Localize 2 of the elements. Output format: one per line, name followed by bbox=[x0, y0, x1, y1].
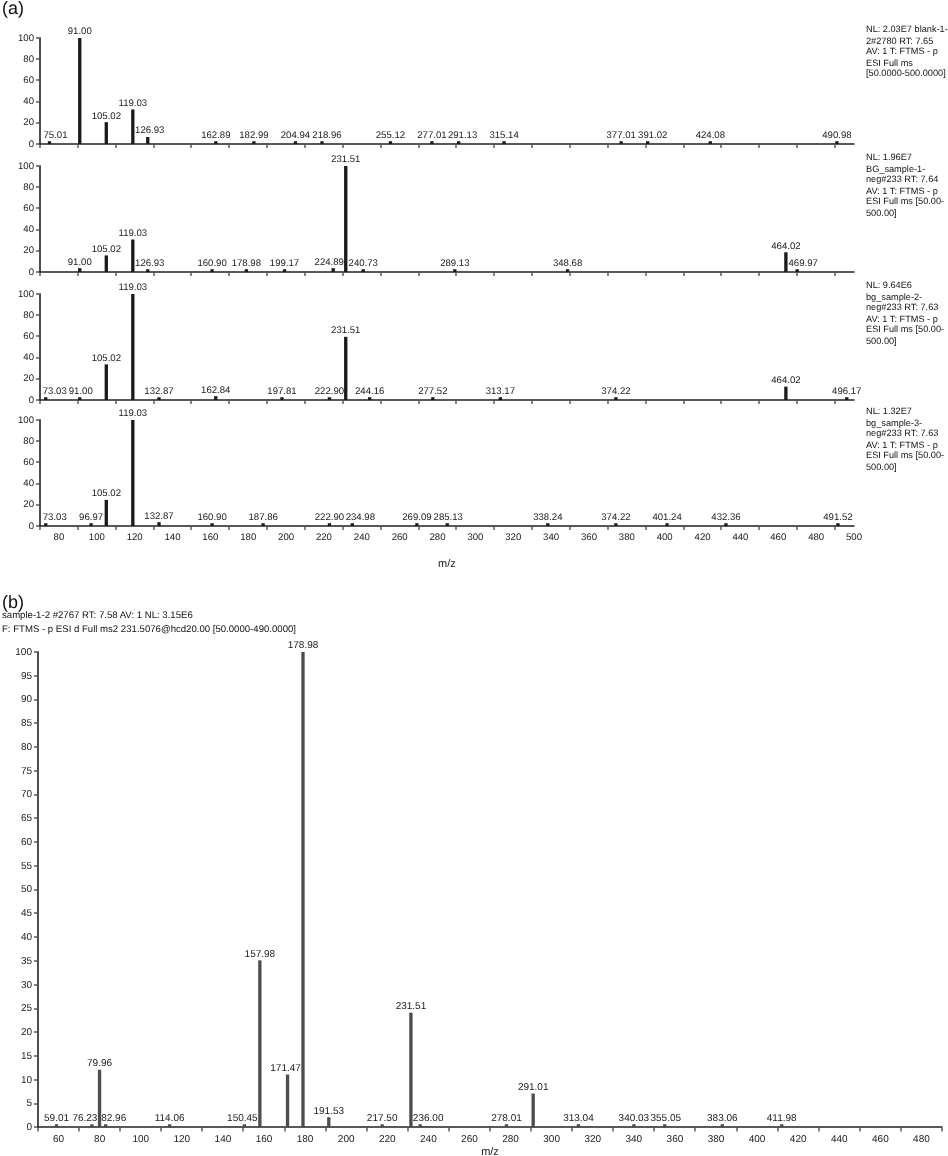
chart-title: (b) bbox=[2, 592, 24, 612]
chart-title: (a) bbox=[2, 0, 24, 18]
